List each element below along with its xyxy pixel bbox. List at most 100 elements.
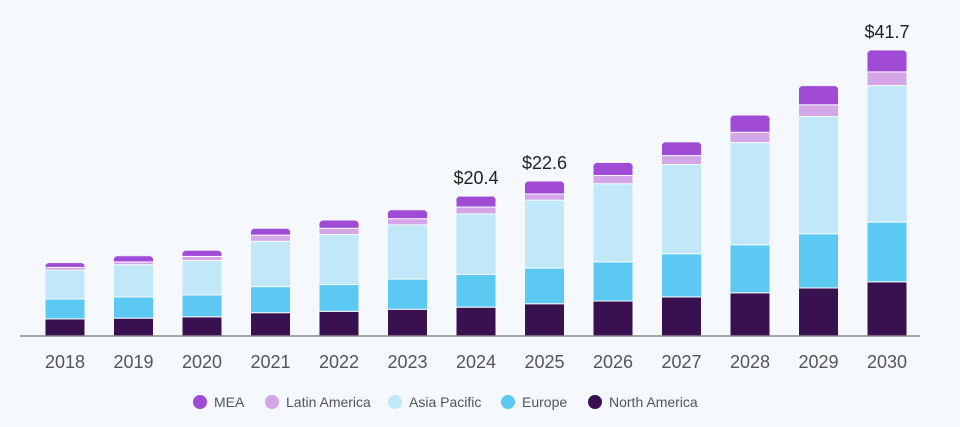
bar-mea-2023 — [387, 209, 428, 220]
bar-latin-america-2020 — [182, 255, 222, 262]
bar-north-america-2020 — [182, 316, 222, 336]
legend: MEA Latin America Asia Pacific Europe North … — [193, 394, 698, 410]
bar-europe-2029 — [798, 233, 839, 289]
bar-north-america-2024 — [456, 306, 496, 336]
bar-asia-pacific-2025 — [524, 199, 565, 269]
bar-europe-2024 — [456, 273, 496, 308]
bar-mea-2022 — [319, 220, 359, 229]
x-tick-label: 2021 — [250, 352, 290, 372]
bar-latin-america-2027 — [661, 155, 702, 166]
bar-latin-america-2030 — [867, 71, 907, 87]
bar-stack-2020 — [182, 250, 222, 336]
legend-swatch — [265, 395, 279, 409]
x-tick-label: 2028 — [730, 352, 770, 372]
bars-group — [45, 49, 907, 337]
bar-stack-2019 — [113, 255, 154, 336]
bar-stack-2027 — [661, 141, 702, 336]
bar-europe-2025 — [524, 267, 565, 305]
x-tick-label: 2024 — [456, 352, 496, 372]
bar-mea-2027 — [661, 141, 702, 157]
bar-north-america-2027 — [661, 296, 702, 336]
bar-mea-2028 — [730, 115, 770, 133]
bar-asia-pacific-2023 — [387, 224, 428, 280]
bar-mea-2029 — [798, 85, 839, 106]
bar-asia-pacific-2027 — [661, 164, 702, 255]
bar-mea-2025 — [524, 180, 565, 195]
legend-label: Asia Pacific — [409, 394, 481, 410]
bar-asia-pacific-2019 — [113, 264, 154, 298]
bar-stack-2024 — [456, 196, 496, 336]
bar-europe-2022 — [319, 284, 359, 312]
bar-latin-america-2023 — [387, 218, 428, 226]
legend-label: Europe — [522, 394, 567, 410]
bar-europe-2021 — [250, 286, 291, 314]
x-tick-labels: 2018 2019 2020 2021 2022 2023 2024 2025 2026 2027… — [45, 352, 907, 372]
x-tick-label: 2026 — [593, 352, 633, 372]
bar-asia-pacific-2029 — [798, 115, 839, 235]
bar-mea-2020 — [182, 250, 222, 257]
legend-label: MEA — [214, 394, 245, 410]
bar-asia-pacific-2022 — [319, 233, 359, 286]
bar-north-america-2026 — [593, 300, 633, 336]
bar-north-america-2019 — [113, 317, 154, 336]
bar-asia-pacific-2018 — [45, 269, 85, 300]
bar-europe-2023 — [387, 278, 428, 310]
legend-swatch — [588, 395, 602, 409]
x-tick-label: 2029 — [798, 352, 838, 372]
legend-swatch — [388, 395, 402, 409]
bar-asia-pacific-2028 — [730, 142, 770, 246]
bar-stack-2018 — [45, 262, 85, 336]
x-tick-label: 2025 — [524, 352, 564, 372]
bar-europe-2020 — [182, 294, 222, 318]
legend-item-north-america: North America — [588, 394, 698, 410]
bar-mea-2030 — [867, 49, 907, 73]
legend-swatch — [501, 395, 515, 409]
x-tick-label: 2023 — [387, 352, 427, 372]
legend-swatch — [193, 395, 207, 409]
data-label-2025: $22.6 — [522, 153, 567, 173]
bar-latin-america-2028 — [730, 131, 770, 144]
bar-mea-2019 — [113, 255, 154, 263]
legend-label: North America — [609, 394, 698, 410]
bar-latin-america-2022 — [319, 227, 359, 235]
bar-latin-america-2026 — [593, 174, 633, 185]
legend-item-mea: MEA — [193, 394, 245, 410]
bar-asia-pacific-2021 — [250, 240, 291, 288]
bar-stack-2025 — [524, 180, 565, 336]
bar-asia-pacific-2020 — [182, 260, 222, 296]
x-tick-label: 2020 — [182, 352, 222, 372]
legend-item-latin-america: Latin America — [265, 394, 371, 410]
bar-latin-america-2021 — [250, 234, 291, 242]
bar-europe-2026 — [593, 261, 633, 302]
data-label-2030: $41.7 — [864, 22, 909, 42]
bar-north-america-2029 — [798, 287, 839, 336]
bar-europe-2027 — [661, 253, 702, 298]
bar-asia-pacific-2026 — [593, 183, 633, 263]
x-tick-label: 2027 — [661, 352, 701, 372]
bar-latin-america-2029 — [798, 104, 839, 117]
bar-europe-2019 — [113, 296, 154, 319]
bar-europe-2018 — [45, 298, 85, 320]
bar-stack-2021 — [250, 228, 291, 336]
bar-stack-2022 — [319, 220, 359, 336]
legend-item-asia-pacific: Asia Pacific — [388, 394, 481, 410]
bar-mea-2018 — [45, 262, 85, 268]
bar-north-america-2030 — [867, 281, 907, 337]
bar-latin-america-2025 — [524, 193, 565, 201]
bar-north-america-2025 — [524, 303, 565, 336]
bar-mea-2026 — [593, 162, 633, 176]
legend-item-europe: Europe — [501, 394, 567, 410]
bar-asia-pacific-2024 — [456, 213, 496, 275]
bar-north-america-2028 — [730, 292, 770, 336]
bar-europe-2028 — [730, 244, 770, 294]
bar-stack-2029 — [798, 85, 839, 336]
x-tick-label: 2019 — [113, 352, 153, 372]
x-tick-label: 2030 — [867, 352, 907, 372]
bar-stack-2030 — [867, 49, 907, 337]
bar-stack-2026 — [593, 162, 633, 336]
bar-mea-2021 — [250, 228, 291, 236]
bar-north-america-2018 — [45, 318, 85, 336]
data-label-2024: $20.4 — [453, 168, 498, 188]
bar-north-america-2021 — [250, 312, 291, 336]
x-tick-label: 2022 — [319, 352, 359, 372]
